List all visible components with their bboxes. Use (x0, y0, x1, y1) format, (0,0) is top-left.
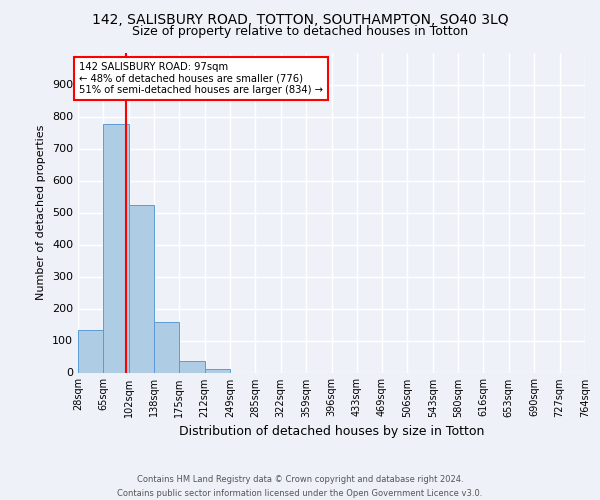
Text: 142 SALISBURY ROAD: 97sqm
← 48% of detached houses are smaller (776)
51% of semi: 142 SALISBURY ROAD: 97sqm ← 48% of detac… (79, 62, 323, 96)
Bar (129, 204, 154, 372)
Text: Contains HM Land Registry data © Crown copyright and database right 2024.
Contai: Contains HM Land Registry data © Crown c… (118, 476, 482, 498)
Text: Size of property relative to detached houses in Totton: Size of property relative to detached ho… (132, 25, 468, 38)
Bar (103, 124, 129, 372)
Bar (154, 322, 179, 372)
Y-axis label: Number of detached properties: Number of detached properties (37, 125, 46, 300)
X-axis label: Distribution of detached houses by size in Totton: Distribution of detached houses by size … (179, 425, 484, 438)
Text: 142, SALISBURY ROAD, TOTTON, SOUTHAMPTON, SO40 3LQ: 142, SALISBURY ROAD, TOTTON, SOUTHAMPTON… (92, 12, 508, 26)
Bar (78, 330, 103, 372)
Bar (179, 360, 205, 372)
Bar (205, 370, 230, 372)
